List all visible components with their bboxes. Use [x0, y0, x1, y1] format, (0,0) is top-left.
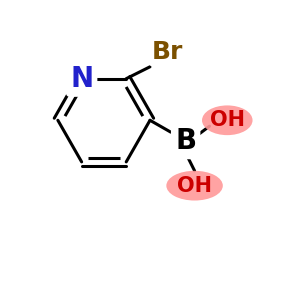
- Text: OH: OH: [177, 176, 212, 196]
- Text: Br: Br: [152, 40, 184, 64]
- Ellipse shape: [166, 171, 223, 200]
- Text: B: B: [175, 127, 196, 155]
- Text: N: N: [70, 65, 93, 93]
- Ellipse shape: [202, 105, 253, 135]
- Text: OH: OH: [210, 110, 245, 130]
